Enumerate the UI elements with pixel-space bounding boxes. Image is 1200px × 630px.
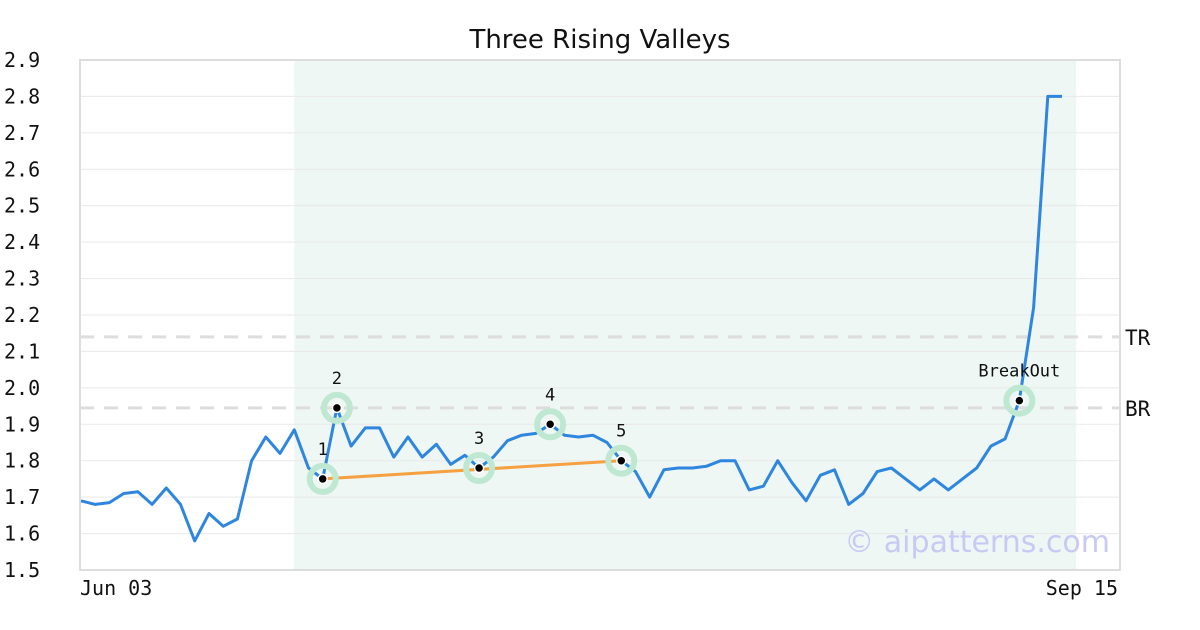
point-marker	[1014, 395, 1025, 406]
pattern-points: 1 2 3 4 5 BreakOut	[306, 362, 1060, 495]
y-tick-label: 1.9	[4, 412, 40, 436]
x-axis: Jun 03 Sep 15	[80, 576, 1118, 600]
y-tick-label: 2.3	[4, 267, 40, 291]
y-tick-label: 2.4	[4, 230, 40, 254]
y-tick-label: 2.1	[4, 339, 40, 363]
level-label-br: BR	[1125, 397, 1151, 421]
point-marker	[317, 473, 328, 485]
chart-title: Three Rising Valleys	[468, 25, 730, 55]
y-tick-label: 1.5	[4, 558, 40, 582]
point-marker	[331, 402, 343, 414]
point-label: 2	[332, 369, 342, 389]
point-halo	[463, 452, 496, 484]
y-tick-label: 2.8	[4, 84, 40, 108]
y-tick-label: 2.2	[4, 303, 40, 327]
x-tick-label: Jun 03	[80, 576, 152, 600]
y-tick-label: 1.6	[4, 522, 40, 546]
series-line	[80, 94, 1062, 543]
y-tick-label: 2.9	[4, 48, 40, 72]
x-tick-label: Sep 15	[1046, 576, 1118, 600]
point-marker	[544, 419, 556, 430]
y-tick-label: 1.8	[4, 449, 40, 473]
y-tick-label: 1.7	[4, 485, 40, 509]
point-halo	[1003, 384, 1036, 417]
y-tick-label: 2.5	[4, 194, 40, 218]
level-lines: TR BR	[80, 326, 1151, 421]
level-label-tr: TR	[1125, 326, 1151, 350]
point-halo	[306, 462, 339, 495]
point-halo	[534, 408, 567, 441]
plot-frame	[79, 59, 1121, 571]
point-label: BreakOut	[978, 362, 1060, 382]
y-tick-label: 2.7	[4, 121, 40, 145]
point-label: 1	[318, 440, 328, 460]
y-axis: 1.5 1.6 1.7 1.8 1.9 2.0 2.1 2.2 2.3 2.4 2.5 2.6 2.7 2…	[4, 48, 40, 582]
point-halo	[605, 444, 638, 477]
point-label: 3	[474, 429, 484, 449]
valley-trend-line	[322, 459, 622, 481]
watermark: © aipatterns.com	[844, 525, 1110, 560]
y-tick-label: 2.0	[4, 376, 40, 400]
point-label: 4	[545, 385, 555, 405]
point-marker	[473, 462, 485, 474]
y-tick-label: 2.6	[4, 157, 40, 181]
point-marker	[616, 455, 627, 466]
point-halo	[320, 391, 353, 424]
point-label: 5	[616, 422, 626, 442]
